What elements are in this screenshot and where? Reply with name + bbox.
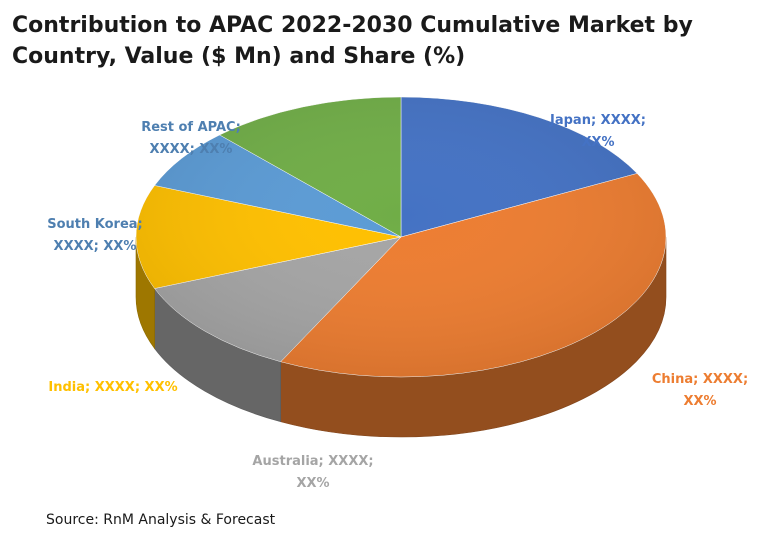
chart-title: Contribution to APAC 2022-2030 Cumulativ… — [12, 13, 693, 69]
pie-labels: Japan; XXXX; XX% China; XXXX; XX% Australia;… — [47, 113, 748, 491]
data-label-china: China; XXXX; XX% — [652, 372, 748, 409]
source-note: Source: RnM Analysis & Forecast — [46, 512, 276, 528]
data-label-rest-of-apac: Rest of APAC; XXXX; XX% — [141, 120, 241, 157]
data-label-australia: Australia; XXXX; XX% — [252, 454, 373, 491]
data-label-japan: Japan; XXXX; XX% — [549, 113, 646, 150]
data-label-india: India; XXXX; XX% — [48, 380, 177, 395]
data-label-south-korea: South Korea; XXXX; XX% — [47, 217, 143, 254]
